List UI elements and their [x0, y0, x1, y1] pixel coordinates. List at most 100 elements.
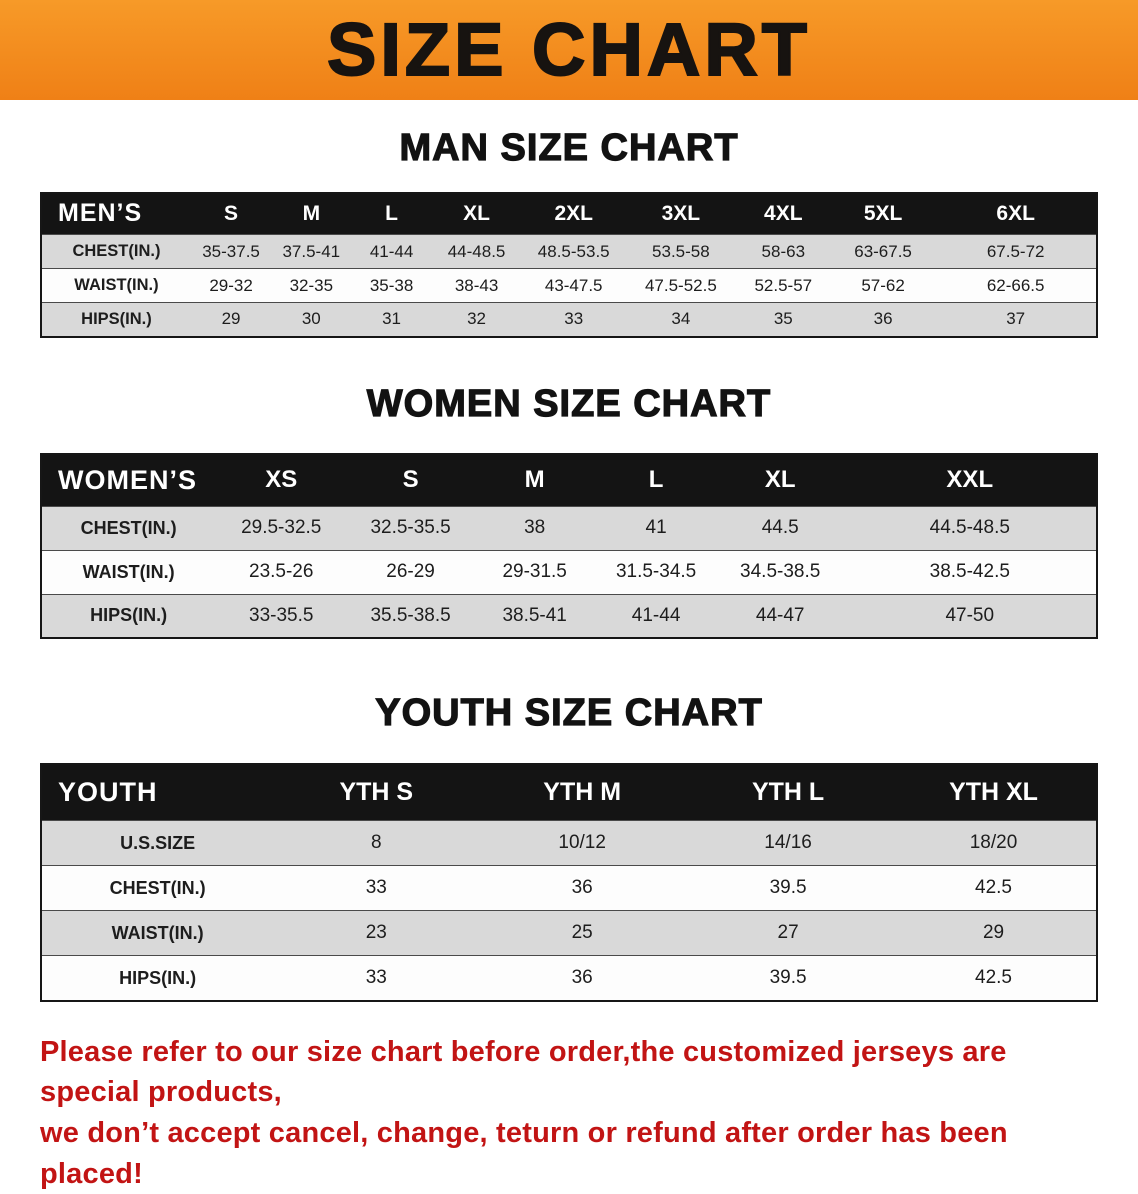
women-header-row: WOMEN’S XS S M L XL XXL — [41, 454, 1097, 507]
row-label: CHEST(IN.) — [41, 505, 216, 551]
size-value: 44.5-48.5 — [843, 505, 1097, 551]
men-size-table: MEN’S S M L XL 2XL 3XL 4XL 5XL 6XL CHEST… — [40, 191, 1098, 338]
men-section: MAN SIZE CHART MEN’S S M L XL 2XL 3XL 4X… — [0, 126, 1138, 338]
column-header: M — [473, 454, 596, 507]
column-header: YTH S — [273, 763, 480, 821]
row-label: WAIST(IN.) — [41, 910, 274, 956]
youth-header-row: YOUTH YTH S YTH M YTH L YTH XL — [41, 763, 1097, 821]
youth-waist-row: WAIST(IN.) 23 25 27 29 — [41, 910, 1097, 956]
size-value: 29 — [891, 910, 1097, 956]
row-label: WAIST(IN.) — [41, 549, 216, 595]
size-value: 41-44 — [351, 234, 432, 269]
size-value: 38-43 — [431, 268, 522, 303]
disclaimer-line-1: Please refer to our size chart before or… — [40, 1035, 1007, 1109]
row-label: CHEST(IN.) — [41, 234, 191, 269]
column-header: L — [351, 192, 432, 235]
size-value: 62-66.5 — [935, 268, 1097, 303]
youth-table-title: YOUTH — [41, 763, 274, 821]
size-value: 31 — [351, 302, 432, 337]
size-value: 29-31.5 — [473, 549, 596, 595]
size-value: 44-48.5 — [431, 234, 522, 269]
row-label: WAIST(IN.) — [41, 268, 191, 303]
column-header: XL — [431, 192, 522, 235]
size-value: 52.5-57 — [735, 268, 831, 303]
disclaimer-line-2: we don’t accept cancel, change, teturn o… — [40, 1116, 1008, 1190]
women-chest-row: CHEST(IN.) 29.5-32.5 32.5-35.5 38 41 44.… — [41, 505, 1097, 551]
size-value: 33 — [273, 955, 480, 1001]
size-value: 44-47 — [716, 593, 844, 639]
women-size-table: WOMEN’S XS S M L XL XXL CHEST(IN.) 29.5-… — [40, 453, 1098, 640]
size-value: 48.5-53.5 — [521, 234, 626, 269]
men-header-row: MEN’S S M L XL 2XL 3XL 4XL 5XL 6XL — [41, 192, 1097, 235]
column-header: 2XL — [521, 192, 626, 235]
men-chest-row: CHEST(IN.) 35-37.5 37.5-41 41-44 44-48.5… — [41, 234, 1097, 269]
size-value: 26-29 — [347, 549, 474, 595]
women-hips-row: HIPS(IN.) 33-35.5 35.5-38.5 38.5-41 41-4… — [41, 593, 1097, 639]
column-header: M — [271, 192, 352, 235]
men-hips-row: HIPS(IN.) 29 30 31 32 33 34 35 36 37 — [41, 302, 1097, 337]
size-value: 32-35 — [271, 268, 352, 303]
column-header: XS — [215, 454, 348, 507]
size-value: 29.5-32.5 — [215, 505, 348, 551]
size-value: 36 — [479, 955, 686, 1001]
column-header: XXL — [843, 454, 1097, 507]
women-section-heading: WOMEN SIZE CHART — [366, 382, 772, 425]
size-value: 34 — [625, 302, 736, 337]
size-value: 42.5 — [891, 955, 1097, 1001]
size-value: 35-37.5 — [190, 234, 272, 269]
size-value: 25 — [479, 910, 686, 956]
size-value: 32 — [431, 302, 522, 337]
row-label: CHEST(IN.) — [41, 865, 274, 911]
women-table-title: WOMEN’S — [41, 454, 216, 507]
size-value: 38.5-41 — [473, 593, 596, 639]
row-label: HIPS(IN.) — [41, 302, 191, 337]
size-value: 41 — [595, 505, 717, 551]
men-waist-row: WAIST(IN.) 29-32 32-35 35-38 38-43 43-47… — [41, 268, 1097, 303]
size-value: 35.5-38.5 — [347, 593, 474, 639]
size-value: 23.5-26 — [215, 549, 348, 595]
column-header: YTH XL — [891, 763, 1097, 821]
column-header: S — [190, 192, 272, 235]
size-value: 42.5 — [891, 865, 1097, 911]
size-value: 44.5 — [716, 505, 844, 551]
size-value: 35-38 — [351, 268, 432, 303]
size-value: 67.5-72 — [935, 234, 1097, 269]
size-value: 27 — [685, 910, 892, 956]
row-label: HIPS(IN.) — [41, 593, 216, 639]
size-value: 8 — [273, 820, 480, 866]
page-title: SIZE CHART — [326, 8, 811, 91]
size-value: 38.5-42.5 — [843, 549, 1097, 595]
size-value: 37 — [935, 302, 1097, 337]
women-waist-row: WAIST(IN.) 23.5-26 26-29 29-31.5 31.5-34… — [41, 549, 1097, 595]
size-value: 63-67.5 — [830, 234, 936, 269]
title-banner: SIZE CHART — [0, 0, 1138, 100]
size-value: 37.5-41 — [271, 234, 352, 269]
size-value: 32.5-35.5 — [347, 505, 474, 551]
column-header: 6XL — [935, 192, 1097, 235]
size-value: 29 — [190, 302, 272, 337]
size-value: 39.5 — [685, 955, 892, 1001]
column-header: XL — [716, 454, 844, 507]
column-header: S — [347, 454, 474, 507]
size-value: 53.5-58 — [625, 234, 736, 269]
column-header: L — [595, 454, 717, 507]
size-value: 47-50 — [843, 593, 1097, 639]
size-value: 39.5 — [685, 865, 892, 911]
youth-chest-row: CHEST(IN.) 33 36 39.5 42.5 — [41, 865, 1097, 911]
youth-ussize-row: U.S.SIZE 8 10/12 14/16 18/20 — [41, 820, 1097, 866]
size-value: 34.5-38.5 — [716, 549, 844, 595]
size-value: 33 — [521, 302, 626, 337]
size-value: 30 — [271, 302, 352, 337]
size-value: 35 — [735, 302, 831, 337]
youth-section-heading: YOUTH SIZE CHART — [375, 692, 763, 735]
size-value: 14/16 — [685, 820, 892, 866]
size-value: 36 — [479, 865, 686, 911]
men-section-heading: MAN SIZE CHART — [399, 126, 739, 169]
youth-section: YOUTH SIZE CHART YOUTH YTH S YTH M YTH L… — [0, 691, 1138, 1002]
size-value: 38 — [473, 505, 596, 551]
size-value: 10/12 — [479, 820, 686, 866]
size-value: 58-63 — [735, 234, 831, 269]
row-label: U.S.SIZE — [41, 820, 274, 866]
size-value: 36 — [830, 302, 936, 337]
